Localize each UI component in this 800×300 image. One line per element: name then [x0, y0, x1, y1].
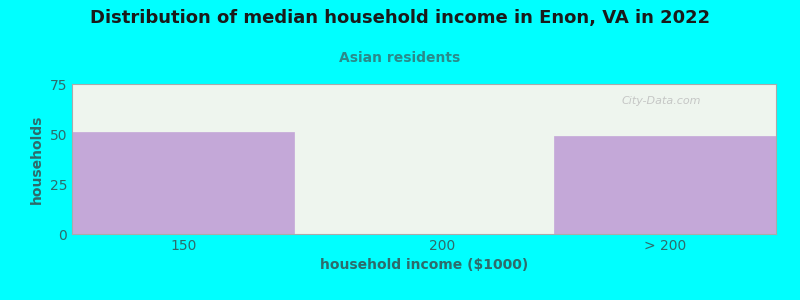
Bar [72, 132, 294, 234]
Bar [554, 136, 776, 234]
X-axis label: household income ($1000): household income ($1000) [320, 258, 528, 272]
Y-axis label: households: households [30, 114, 44, 204]
Text: Distribution of median household income in Enon, VA in 2022: Distribution of median household income … [90, 9, 710, 27]
Text: Asian residents: Asian residents [339, 51, 461, 65]
Text: City-Data.com: City-Data.com [621, 96, 701, 106]
